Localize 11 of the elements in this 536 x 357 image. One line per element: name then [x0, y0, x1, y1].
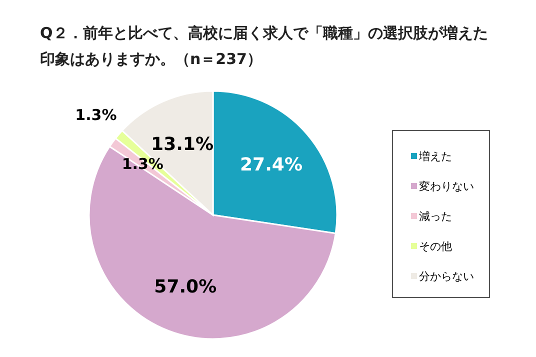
legend-label: 増えた [419, 148, 452, 164]
data-label: 27.4% [240, 154, 302, 176]
legend-label: 変わりない [419, 178, 474, 194]
data-label: 1.3% [75, 106, 117, 124]
legend-label: その他 [419, 238, 452, 254]
legend-label: 減った [419, 208, 452, 224]
data-label: 13.1% [151, 134, 214, 156]
chart-title: Q２．前年と比べて、高校に届く求人で「職種」の選択肢が増えた印象はありますか。（n＝237） [40, 23, 489, 70]
data-label: 1.3% [122, 155, 164, 174]
data-label: 57.0% [154, 276, 217, 298]
legend-label: 分からない [419, 268, 474, 284]
